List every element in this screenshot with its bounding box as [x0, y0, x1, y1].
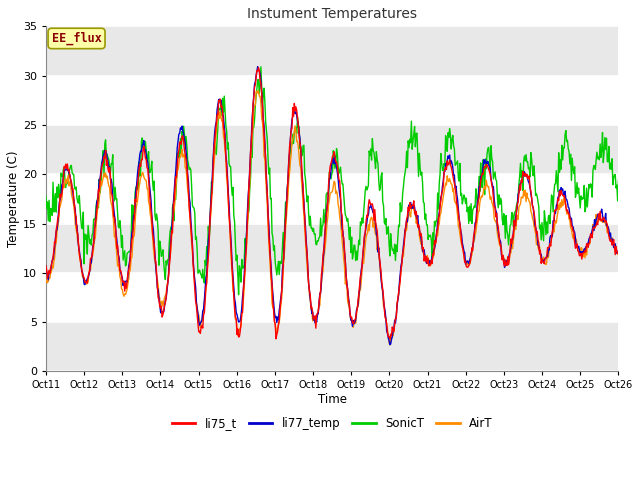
AirT: [111, 233, 119, 239]
Line: li75_t: li75_t: [46, 68, 618, 339]
li75_t: [42, 263, 50, 269]
li77_temp: [404, 219, 412, 225]
AirT: [255, 88, 262, 94]
Text: EE_flux: EE_flux: [52, 32, 102, 45]
li75_t: [404, 213, 412, 219]
SonicT: [404, 165, 412, 170]
SonicT: [111, 184, 119, 190]
Line: SonicT: SonicT: [46, 67, 618, 295]
AirT: [614, 249, 622, 255]
AirT: [42, 279, 50, 285]
li75_t: [200, 312, 207, 317]
li77_temp: [170, 201, 177, 207]
SonicT: [614, 178, 622, 183]
li75_t: [255, 65, 262, 71]
li77_temp: [52, 228, 60, 234]
SonicT: [52, 209, 60, 215]
li77_temp: [420, 247, 428, 252]
li77_temp: [200, 306, 207, 312]
Title: Instument Temperatures: Instument Temperatures: [247, 7, 417, 21]
Line: li77_temp: li77_temp: [46, 67, 618, 345]
li75_t: [386, 336, 394, 342]
AirT: [420, 251, 428, 256]
X-axis label: Time: Time: [317, 393, 347, 406]
Bar: [46, 224, 618, 273]
li77_temp: [254, 64, 262, 70]
li75_t: [52, 227, 60, 232]
SonicT: [420, 200, 428, 206]
SonicT: [200, 277, 207, 283]
SonicT: [257, 64, 265, 70]
AirT: [386, 342, 394, 348]
li77_temp: [111, 217, 119, 223]
Bar: [46, 26, 618, 75]
Y-axis label: Temperature (C): Temperature (C): [7, 151, 20, 247]
li75_t: [420, 258, 428, 264]
AirT: [170, 212, 177, 218]
SonicT: [42, 193, 50, 199]
Bar: [46, 125, 618, 174]
li77_temp: [386, 342, 394, 348]
li77_temp: [42, 263, 50, 269]
li75_t: [170, 204, 177, 210]
li75_t: [614, 251, 622, 256]
li77_temp: [614, 247, 622, 253]
AirT: [200, 308, 207, 314]
AirT: [52, 239, 60, 245]
li75_t: [111, 221, 119, 227]
AirT: [404, 219, 412, 225]
Legend: li75_t, li77_temp, SonicT, AirT: li75_t, li77_temp, SonicT, AirT: [167, 412, 497, 434]
SonicT: [170, 201, 177, 207]
Line: AirT: AirT: [46, 91, 618, 345]
Bar: [46, 322, 618, 372]
SonicT: [235, 292, 243, 298]
